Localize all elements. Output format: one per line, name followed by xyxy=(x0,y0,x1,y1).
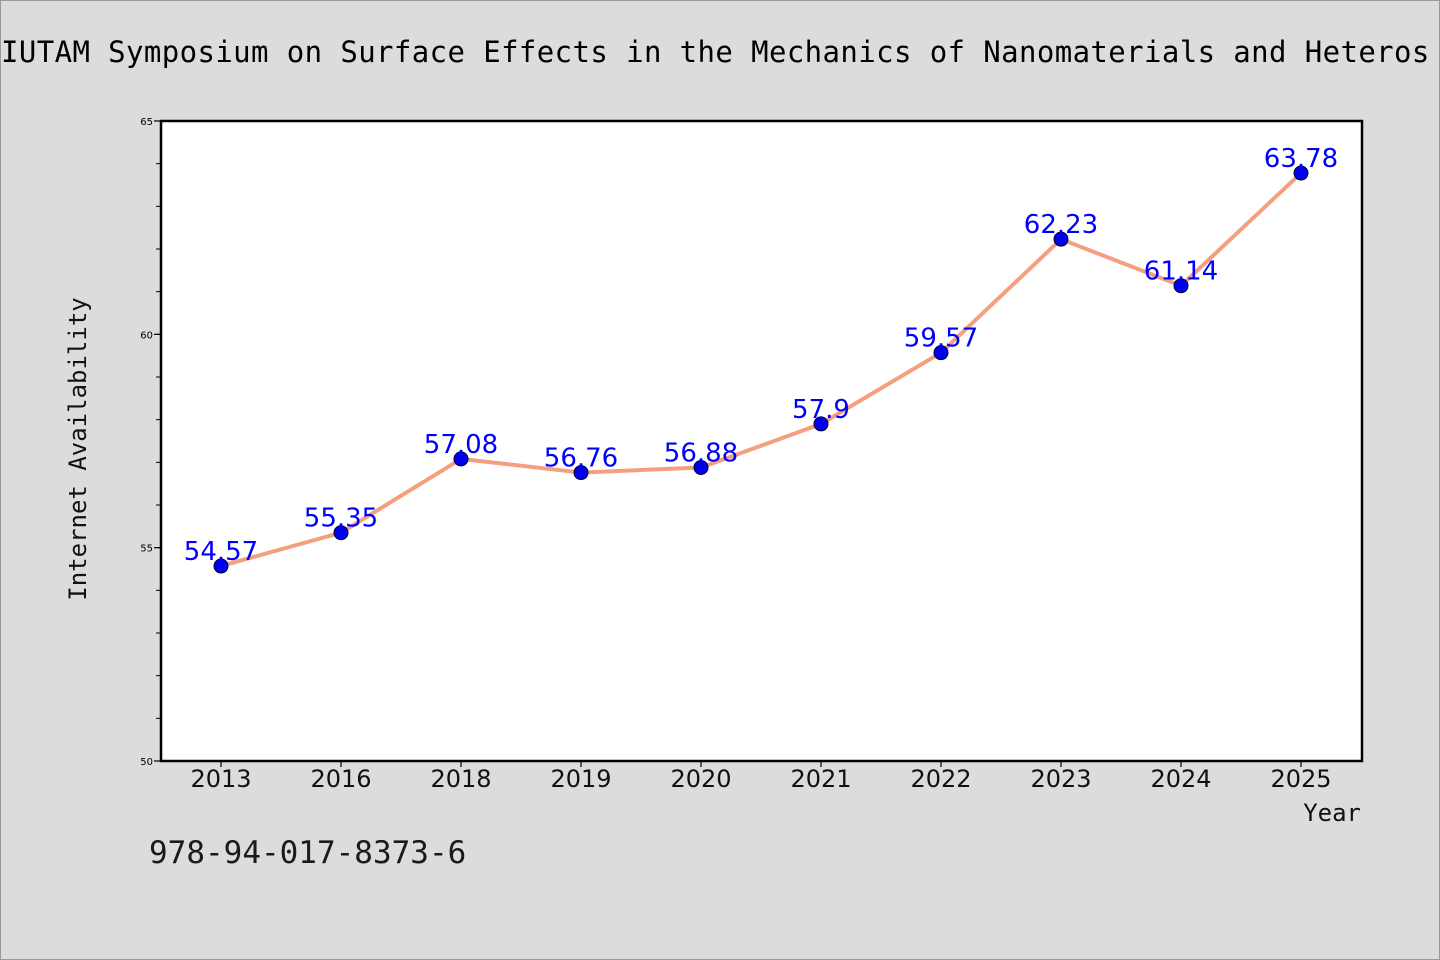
data-labels: 54.57 55.35 57.08 56.76 56.88 57.9 59.57 62.23 6… xyxy=(184,144,1338,567)
data-markers xyxy=(213,165,1309,574)
data-point xyxy=(813,416,829,432)
x-axis-ticks: 2013 2016 2018 2019 2020 2021 2022 2023 2024 2025 xyxy=(190,761,1332,793)
data-point xyxy=(1053,231,1069,247)
data-point xyxy=(693,459,709,475)
x-tick-label: 2023 xyxy=(1030,765,1091,793)
data-label: 63.78 xyxy=(1264,144,1338,174)
data-point xyxy=(933,345,949,361)
data-point xyxy=(213,558,229,574)
data-label: 55.35 xyxy=(304,504,378,534)
plot-area xyxy=(161,121,1362,761)
x-tick-label: 2018 xyxy=(430,765,491,793)
data-point xyxy=(573,465,589,481)
x-tick-label: 2022 xyxy=(910,765,971,793)
data-point xyxy=(333,525,349,541)
chart-title: IUTAM Symposium on Surface Effects in th… xyxy=(1,35,1430,69)
data-label: 54.57 xyxy=(184,537,258,567)
x-tick-label: 2013 xyxy=(190,765,251,793)
footer-isbn: 978-94-017-8373-6 xyxy=(149,835,467,871)
data-label: 57.9 xyxy=(792,395,850,425)
y-tick-label: 65 xyxy=(140,117,153,128)
x-tick-label: 2019 xyxy=(550,765,611,793)
x-tick-label: 2024 xyxy=(1150,765,1211,793)
series-line xyxy=(219,171,1303,569)
plot-frame xyxy=(159,119,1364,763)
data-label: 59.57 xyxy=(904,324,978,354)
x-tick-label: 2020 xyxy=(670,765,731,793)
y-tick-label: 50 xyxy=(140,757,153,768)
data-label: 56.88 xyxy=(664,438,738,468)
x-axis-label: Year xyxy=(1303,799,1361,827)
y-axis-label: Internet Availability xyxy=(64,297,92,600)
x-tick-label: 2025 xyxy=(1270,765,1331,793)
y-tick-label: 55 xyxy=(140,544,153,555)
data-point xyxy=(1293,165,1309,181)
data-point xyxy=(1173,278,1189,294)
data-label: 62.23 xyxy=(1024,210,1098,240)
x-tick-label: 2021 xyxy=(790,765,851,793)
data-label: 61.14 xyxy=(1144,257,1218,287)
y-axis-ticks: 50 55 60 65 xyxy=(140,117,161,768)
data-label: 57.08 xyxy=(424,430,498,460)
data-label: 56.76 xyxy=(544,444,618,474)
data-point xyxy=(453,451,469,467)
y-tick-label: 60 xyxy=(140,330,153,341)
x-tick-label: 2016 xyxy=(310,765,371,793)
